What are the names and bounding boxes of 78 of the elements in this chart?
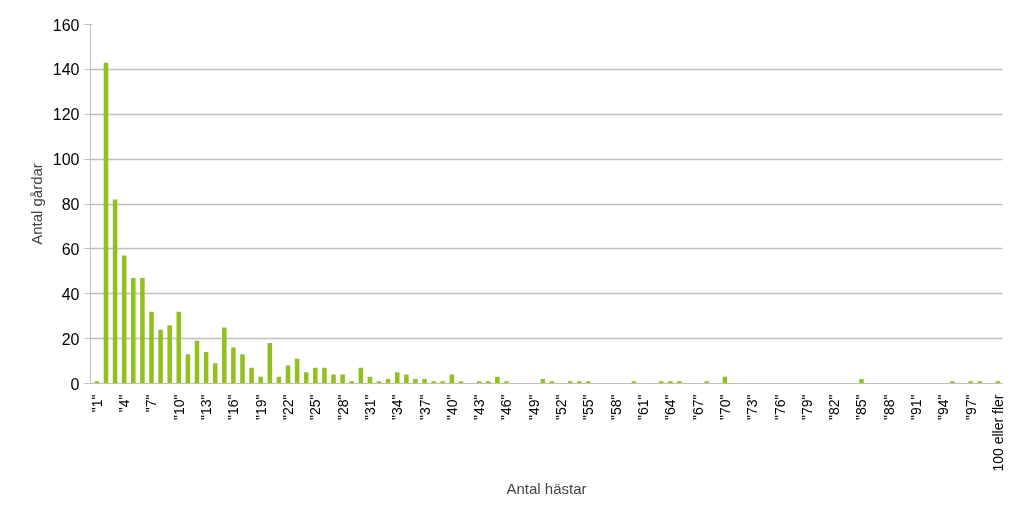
x-tick-label: "16"	[225, 394, 242, 421]
x-tick-label: "94"	[935, 394, 952, 421]
bar	[140, 278, 145, 384]
x-tick-label: "52"	[553, 394, 570, 421]
x-axis-title: Antal hästar	[506, 479, 587, 497]
bar	[950, 381, 955, 384]
x-tick-label: "76"	[771, 394, 788, 421]
bar	[322, 367, 327, 384]
bar	[495, 376, 500, 384]
bar	[349, 381, 354, 384]
x-tick-label: "79"	[798, 394, 815, 421]
x-tick-label: "1"	[88, 394, 105, 413]
bar	[859, 379, 864, 384]
y-tick-label: 20	[61, 330, 80, 348]
bar	[504, 381, 509, 384]
x-tick-label: "19"	[252, 394, 269, 421]
x-tick-label: "64"	[662, 394, 679, 421]
x-tick-label: "46"	[498, 394, 515, 421]
bar	[394, 372, 400, 384]
bar	[258, 376, 263, 384]
x-tick-label: "7"	[143, 394, 160, 413]
bar	[249, 367, 254, 384]
x-tick-label: "37"	[416, 394, 433, 421]
bar	[431, 381, 436, 384]
bar	[167, 325, 172, 384]
x-tick-label: "10"	[170, 394, 187, 421]
bar	[231, 347, 236, 384]
y-tick-label: 160	[52, 16, 80, 34]
x-tick-label: "58"	[607, 394, 624, 421]
bar	[668, 381, 673, 384]
bar	[440, 381, 446, 384]
y-tick-label: 40	[61, 285, 80, 303]
x-tick-label: "85"	[853, 394, 870, 421]
y-tick-label: 140	[52, 61, 80, 79]
y-axis-title: Antal gårdar	[27, 163, 45, 245]
bar	[422, 379, 427, 384]
bar	[149, 311, 154, 384]
bar	[222, 327, 227, 384]
x-tick-label: "73"	[744, 394, 761, 421]
x-tick-label: "82"	[826, 394, 843, 421]
y-tick-label: 100	[52, 151, 80, 169]
x-tick-label: "25"	[307, 394, 324, 421]
bar	[576, 381, 582, 384]
x-tick-label: "28"	[334, 394, 351, 421]
x-tick-label: "97"	[962, 394, 979, 421]
y-tick-label: 120	[52, 106, 80, 124]
bar	[131, 278, 136, 384]
y-tick-label: 60	[61, 240, 80, 258]
bar	[240, 354, 245, 384]
bar	[331, 374, 336, 384]
bar	[968, 381, 973, 384]
x-tick-label: "91"	[908, 394, 925, 421]
x-tick-label: 100 eller fler	[989, 394, 1006, 472]
bar	[977, 381, 983, 384]
x-tick-label: "55"	[580, 394, 597, 421]
bar	[404, 374, 409, 384]
x-tick-label: "40"	[443, 394, 460, 421]
bar	[413, 379, 418, 384]
x-tick-label: "49"	[525, 394, 542, 421]
bar	[158, 329, 163, 384]
x-tick-label: "4"	[116, 394, 133, 413]
bar	[704, 381, 709, 384]
bar	[485, 381, 491, 384]
x-tick-label: "88"	[880, 394, 897, 421]
x-tick-label: "22"	[280, 394, 297, 421]
x-tick-label: "34"	[389, 394, 406, 421]
bar	[313, 367, 318, 384]
bar	[677, 381, 682, 384]
x-tick-label: "61"	[634, 394, 651, 421]
y-tick-label: 80	[61, 196, 80, 213]
x-tick-label: "13"	[198, 394, 215, 421]
bar	[586, 381, 591, 384]
x-tick-label: "70"	[716, 394, 733, 421]
x-tick-label: "43"	[471, 394, 488, 421]
x-tick-label: "31"	[361, 394, 378, 421]
x-tick-label: "67"	[689, 394, 706, 421]
bar	[340, 374, 345, 384]
y-tick-label: 0	[70, 375, 80, 393]
